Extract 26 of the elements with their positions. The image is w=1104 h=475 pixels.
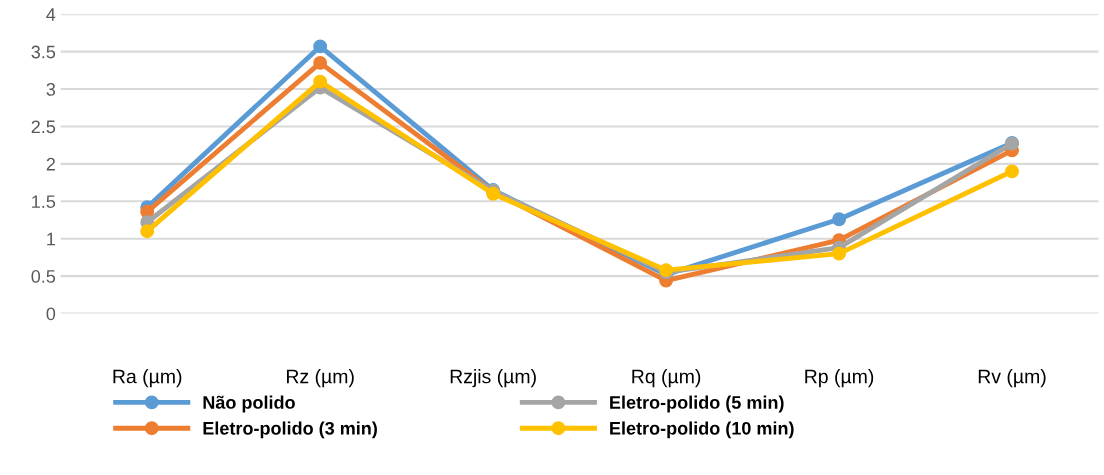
x-tick-label: Rq (µm) <box>632 369 701 388</box>
x-tick-label: Ra (µm) <box>113 369 182 388</box>
legend-label: Eletro-polido (5 min) <box>610 395 784 413</box>
y-tick-label: 0 <box>46 307 56 321</box>
point <box>313 74 328 89</box>
x-tick-label: Rp (µm) <box>805 369 874 388</box>
legend-label: Eletro-polido (10 min) <box>610 421 794 439</box>
point <box>832 212 846 227</box>
x-tick-label: Rz (µm) <box>287 369 354 388</box>
point <box>832 246 846 261</box>
legend-label: Eletro-polido (3 min) <box>203 421 377 439</box>
point <box>313 55 328 70</box>
point <box>313 39 328 54</box>
point <box>140 224 155 239</box>
x-tick-label: Rzjis (µm) <box>450 369 536 388</box>
y-tick-label: 3.5 <box>31 45 56 59</box>
point <box>1005 164 1019 179</box>
x-tick-label: Rv (µm) <box>978 369 1046 388</box>
y-tick-label: 0.5 <box>31 270 56 283</box>
y-tick-label: 1 <box>47 232 55 246</box>
y-tick-label: 3 <box>46 83 56 96</box>
legend-label: Não polido <box>203 395 295 413</box>
y-tick-label: 1.5 <box>32 195 56 208</box>
y-tick-label: 2.5 <box>31 120 56 134</box>
y-tick-label: 4 <box>46 8 56 21</box>
y-tick-label: 2 <box>46 157 55 171</box>
